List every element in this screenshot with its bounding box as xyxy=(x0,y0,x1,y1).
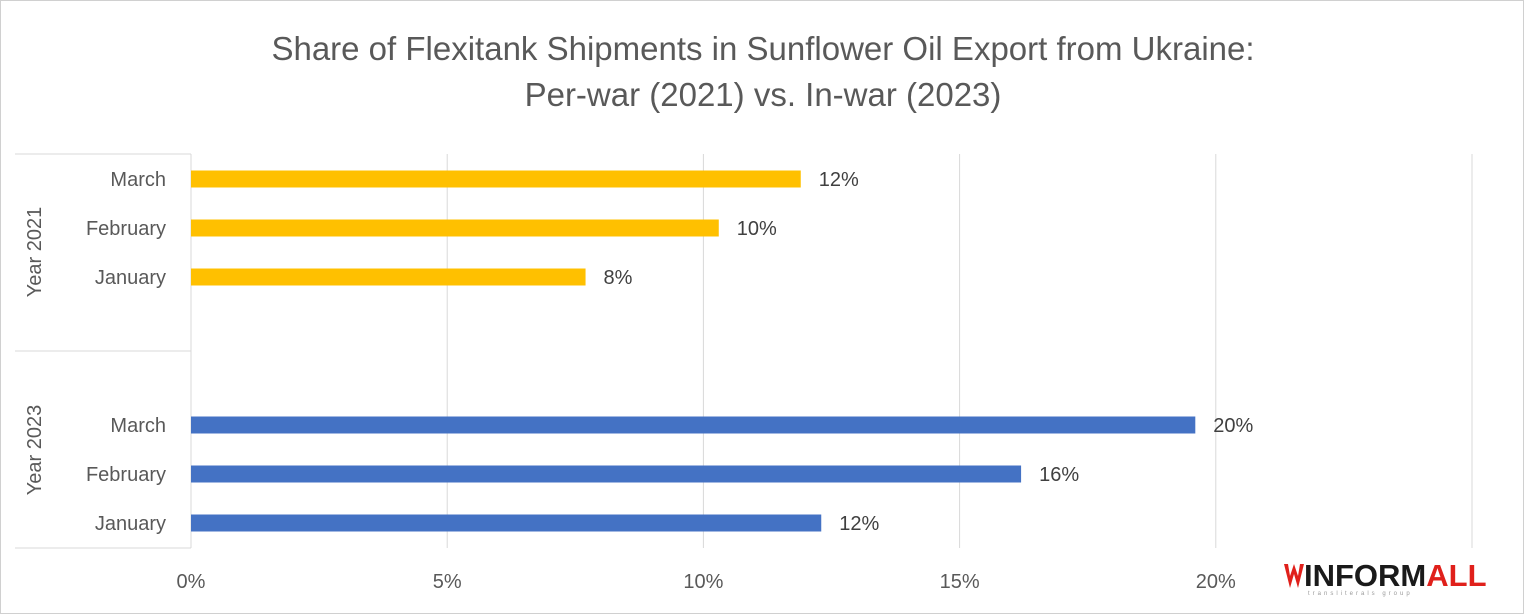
chart-title-line-1: Share of Flexitank Shipments in Sunflowe… xyxy=(271,30,1255,67)
category-label: February xyxy=(86,218,166,240)
logo-wordmark: INFORMALL xyxy=(1304,558,1487,594)
category-label: January xyxy=(95,513,166,535)
logo-wordmark-part1: INFORM xyxy=(1304,558,1427,593)
bar xyxy=(191,170,801,188)
chart-title-line-2: Per-war (2021) vs. In-war (2023) xyxy=(524,76,1002,113)
logo-tagline: transliterals group xyxy=(1308,591,1413,597)
data-label: 20% xyxy=(1213,415,1253,437)
data-label: 12% xyxy=(819,169,859,191)
data-label: 8% xyxy=(604,267,633,289)
logo-mark-icon xyxy=(1284,564,1304,588)
data-label: 10% xyxy=(737,218,777,240)
x-tick-label: 0% xyxy=(177,571,206,593)
category-label: March xyxy=(110,169,166,191)
logo-wordmark-part2: ALL xyxy=(1426,558,1487,593)
data-label: 12% xyxy=(839,513,879,535)
bar xyxy=(191,416,1196,434)
group-label: Year 2021 xyxy=(24,207,46,297)
group-label: Year 2023 xyxy=(24,405,46,495)
bar xyxy=(191,465,1022,483)
bar xyxy=(191,268,586,286)
category-label: January xyxy=(95,267,166,289)
data-label: 16% xyxy=(1039,464,1079,486)
bar xyxy=(191,514,822,532)
informall-logo: INFORMALL transliterals group xyxy=(1282,558,1512,602)
chart-title: Share of Flexitank Shipments in Sunflowe… xyxy=(0,26,1526,118)
x-tick-label: 10% xyxy=(683,571,723,593)
x-tick-label: 5% xyxy=(433,571,462,593)
category-label: February xyxy=(86,464,166,486)
x-tick-label: 20% xyxy=(1196,571,1236,593)
bar xyxy=(191,219,719,237)
category-label: March xyxy=(110,415,166,437)
x-tick-label: 15% xyxy=(940,571,980,593)
